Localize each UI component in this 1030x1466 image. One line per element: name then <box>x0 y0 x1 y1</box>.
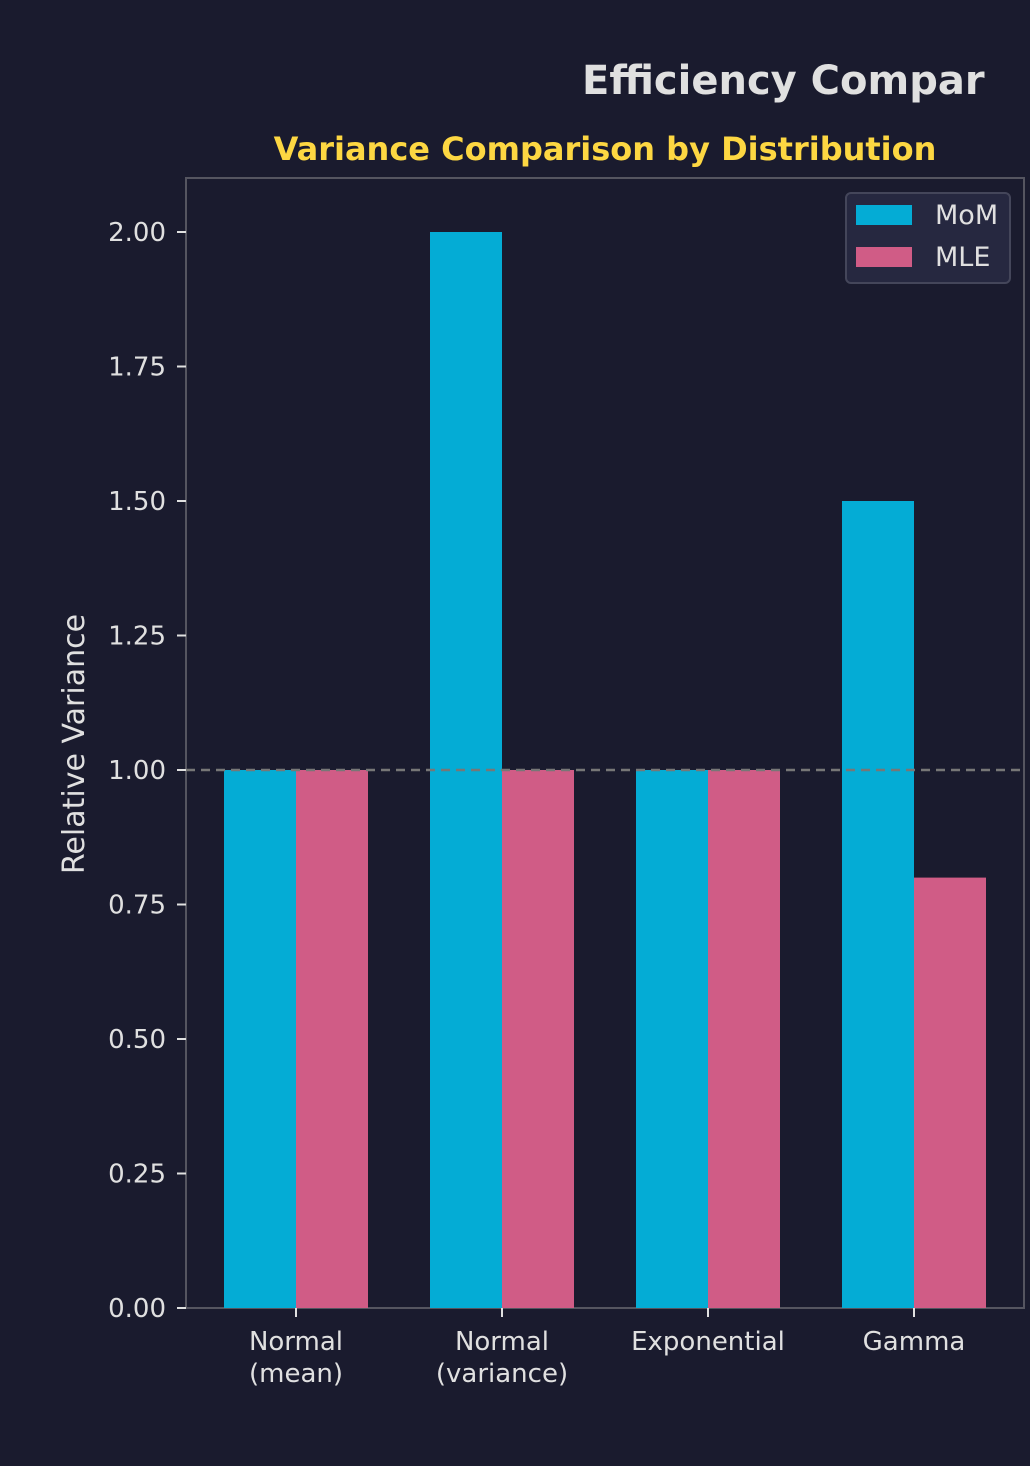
figure-title: Efficiency Compar <box>582 58 985 104</box>
bar-mle <box>502 770 574 1308</box>
y-tick-label: 1.00 <box>108 756 166 786</box>
bar-mom <box>842 501 914 1308</box>
x-tick-label-line: (variance) <box>436 1359 568 1389</box>
legend-swatch-mle <box>856 247 912 267</box>
bar-mle <box>296 770 368 1308</box>
y-tick-label: 2.00 <box>108 218 166 248</box>
y-tick-label: 0.50 <box>108 1025 166 1055</box>
bar-mom <box>224 770 296 1308</box>
x-tick-label: Normal (mean) <box>249 1327 343 1389</box>
x-tick-label-line: Normal <box>455 1327 549 1357</box>
x-tick-label-line: (mean) <box>249 1359 343 1389</box>
x-tick-label: Gamma <box>863 1327 966 1357</box>
x-tick-label: Normal (variance) <box>436 1327 568 1389</box>
bar-mom <box>636 770 708 1308</box>
y-tick-label: 0.75 <box>108 891 166 921</box>
bar-mle <box>708 770 780 1308</box>
x-tick-label: Exponential <box>631 1327 785 1357</box>
x-tick-label-line: Exponential <box>631 1327 785 1357</box>
y-tick-label: 0.00 <box>108 1294 166 1324</box>
legend-swatch-mom <box>856 205 912 225</box>
chart-title: Variance Comparison by Distribution <box>274 130 937 168</box>
bar-mle <box>914 877 986 1308</box>
y-tick-label: 1.75 <box>108 353 166 383</box>
y-axis-label: Relative Variance <box>57 614 92 874</box>
x-tick-label-line: Gamma <box>863 1327 966 1357</box>
legend-label-mle: MLE <box>935 242 990 273</box>
y-tick-label: 1.50 <box>108 487 166 517</box>
plot-frame <box>185 177 1025 1309</box>
legend-label-mom: MoM <box>935 200 998 231</box>
y-tick-label: 1.25 <box>108 622 166 652</box>
x-tick-label-line: Normal <box>249 1327 343 1357</box>
y-tick-label: 0.25 <box>108 1160 166 1190</box>
chart-marks: 0.00 0.25 0.50 0.75 1.00 1.25 1.50 1.75 2.00 Norm… <box>108 177 1025 1389</box>
